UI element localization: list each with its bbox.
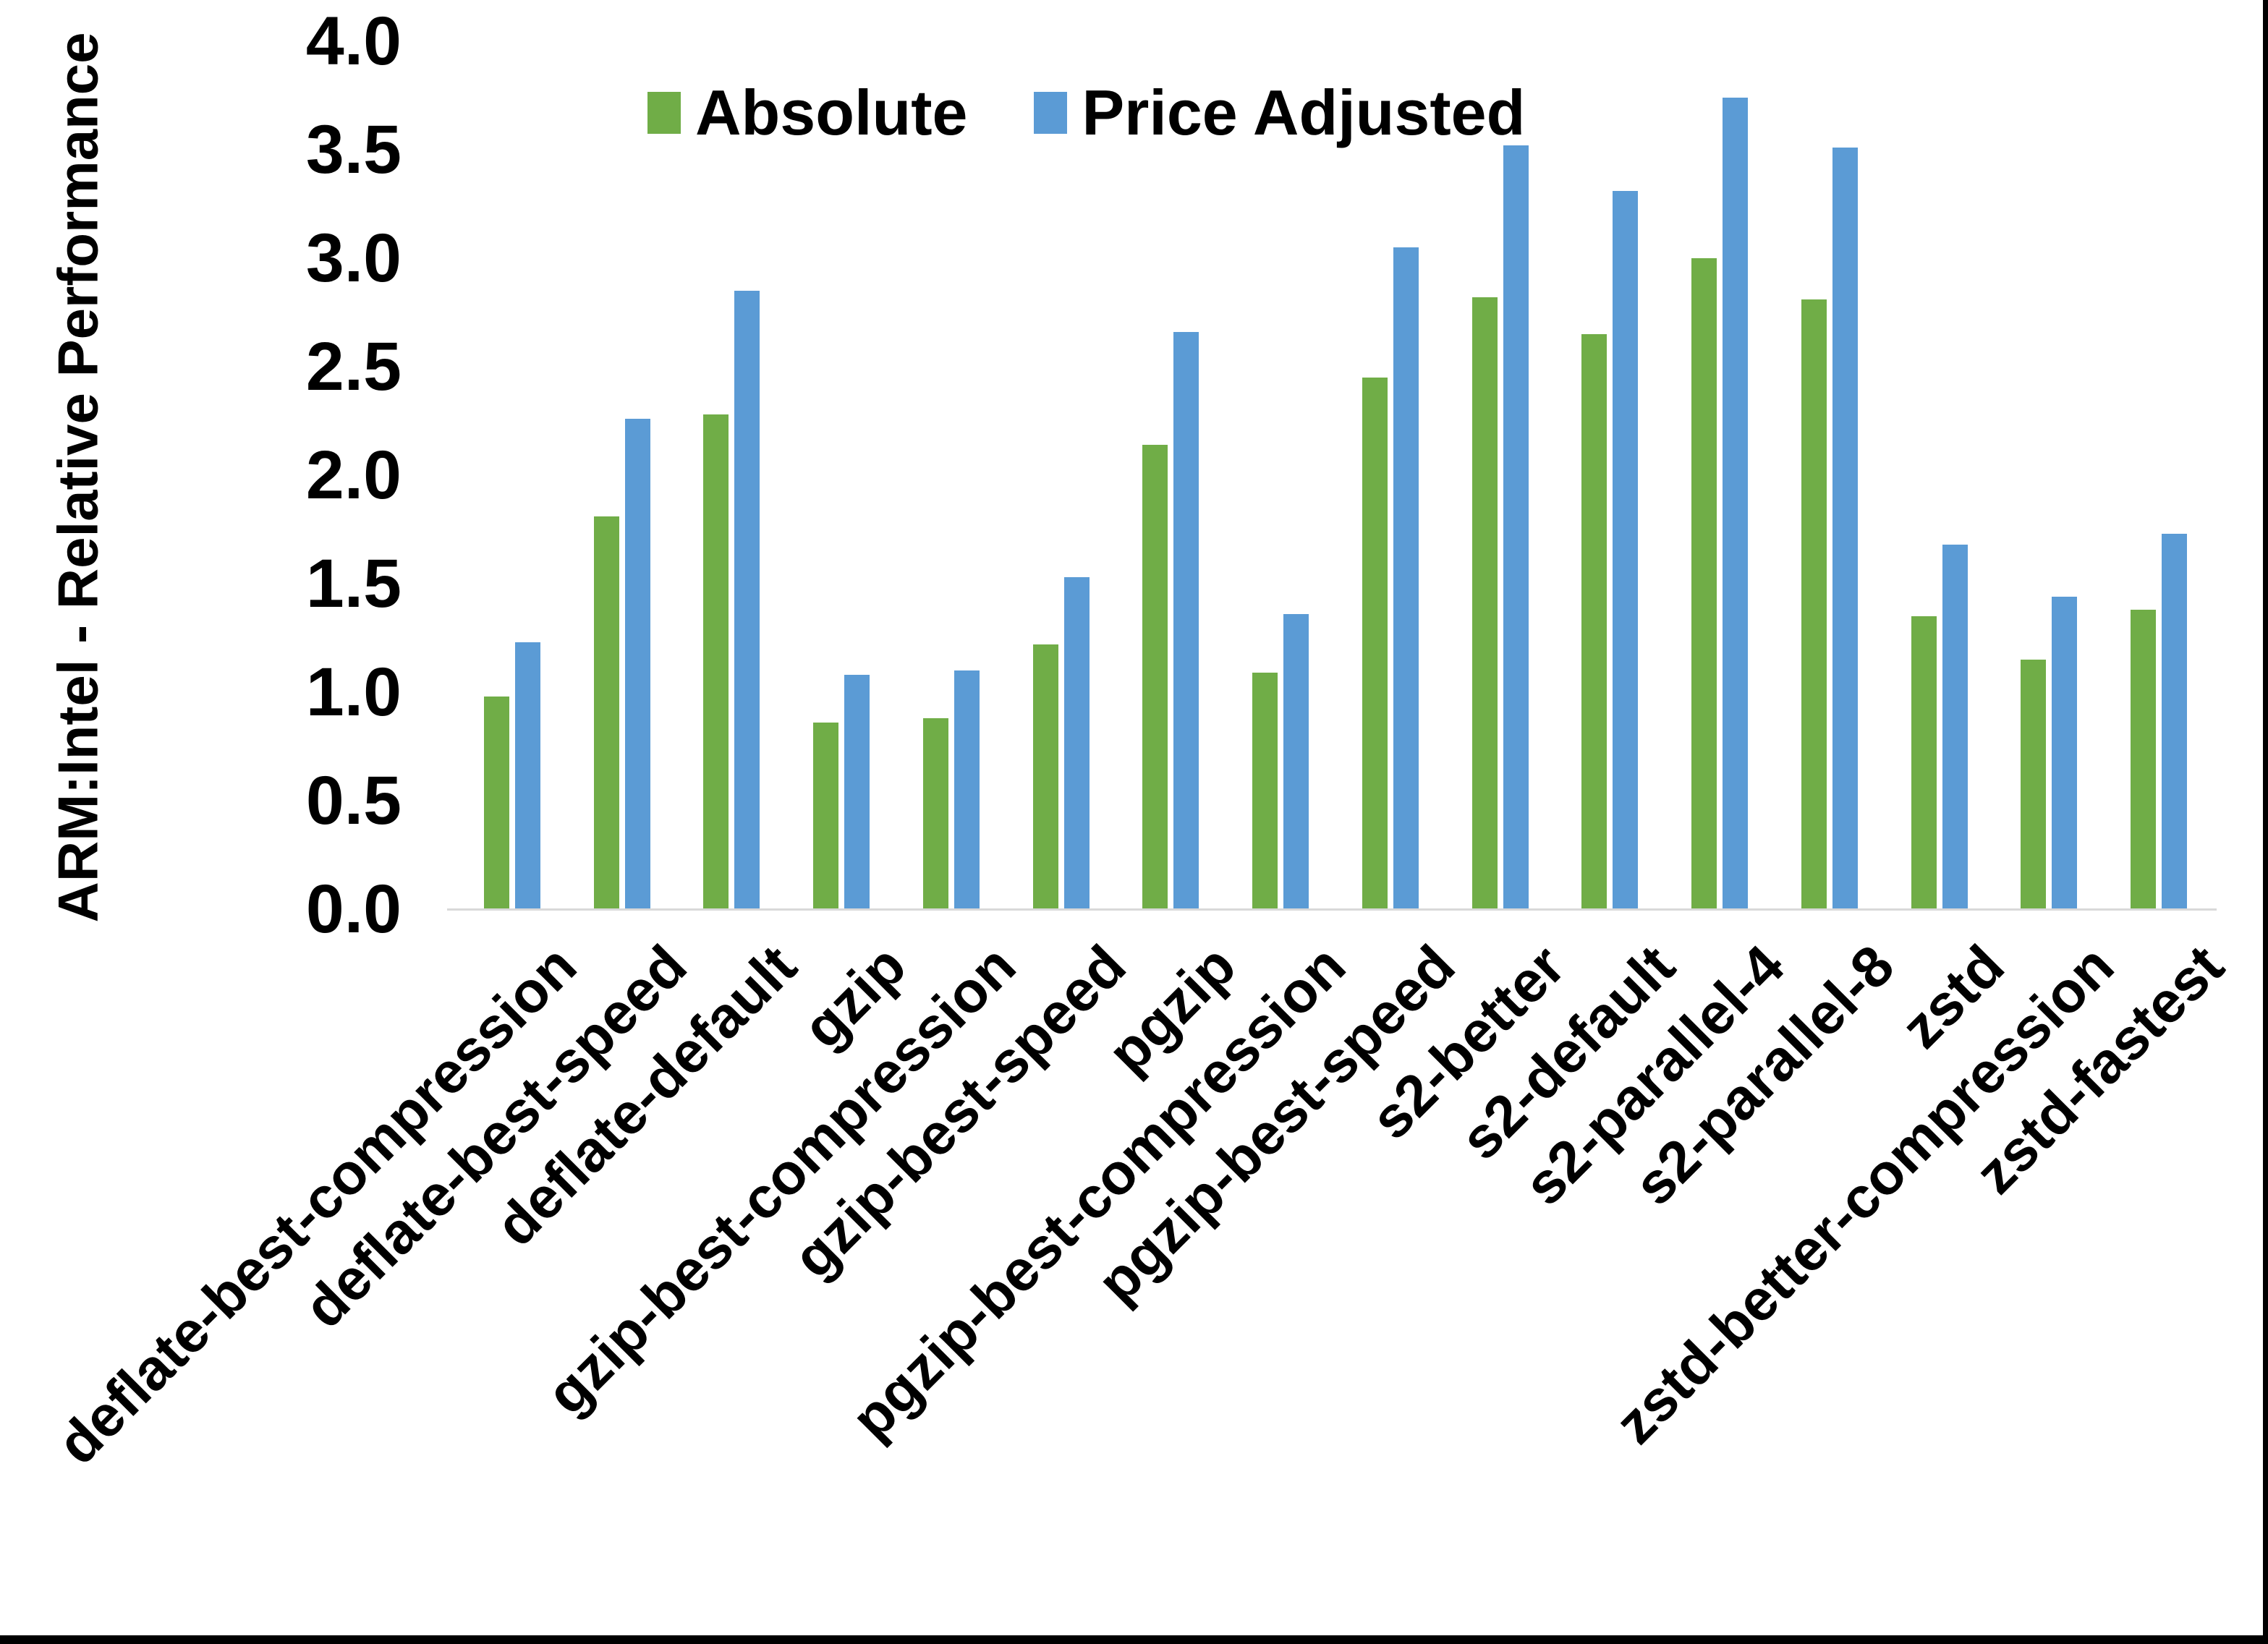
legend-item-absolute: Absolute [647, 81, 967, 145]
bar-s2-parallel-4-price-adjusted [1723, 98, 1749, 909]
bar-deflate-best-compression-absolute [483, 697, 509, 909]
bar-pgzip-absolute [1142, 445, 1168, 909]
bar-deflate-best-speed-price-adjusted [624, 419, 650, 909]
y-tick-label: 4.0 [305, 3, 402, 80]
bar-s2-default-absolute [1581, 334, 1607, 909]
bar-pgzip-best-speed-price-adjusted [1393, 247, 1419, 909]
bar-s2-parallel-8-absolute [1801, 299, 1827, 909]
bar-group-deflate-best-compression [457, 41, 567, 909]
bar-deflate-best-compression-price-adjusted [514, 642, 540, 909]
y-tick-label: 3.5 [305, 111, 402, 188]
legend-label-absolute: Absolute [695, 77, 968, 148]
bar-group-deflate-best-speed [567, 41, 677, 909]
bar-zstd-absolute [1911, 616, 1937, 909]
legend-item-price-adjusted: Price Adjusted [1034, 81, 1525, 145]
bar-gzip-best-compression-absolute [922, 718, 948, 909]
bar-group-zstd-fastest [2104, 41, 2214, 909]
bar-zstd-better-compression-price-adjusted [2052, 597, 2078, 909]
x-axis-line [447, 908, 2217, 911]
y-tick-label: 1.5 [305, 545, 402, 622]
bar-s2-parallel-8-price-adjusted [1832, 148, 1858, 909]
bar-group-deflate-default [677, 41, 787, 909]
y-tick-label: 3.0 [305, 220, 402, 297]
bar-gzip-price-adjusted [844, 675, 870, 909]
bar-deflate-default-absolute [703, 414, 729, 909]
bar-group-s2-parallel-8 [1775, 41, 1885, 909]
bar-zstd-fastest-absolute [2131, 610, 2157, 909]
bar-group-s2-parallel-4 [1665, 41, 1775, 909]
bar-group-pgzip [1116, 41, 1226, 909]
bar-pgzip-best-compression-absolute [1252, 673, 1278, 909]
legend: Absolute Price Adjusted [647, 81, 1525, 145]
y-tick-label: 0.5 [305, 762, 402, 839]
bar-gzip-best-speed-price-adjusted [1063, 577, 1090, 909]
y-tick-label: 0.0 [305, 871, 402, 947]
bar-group-s2-default [1555, 41, 1665, 909]
bar-pgzip-best-compression-price-adjusted [1283, 614, 1309, 909]
bar-s2-default-price-adjusted [1613, 191, 1639, 909]
bar-group-pgzip-best-compression [1226, 41, 1335, 909]
y-tick-label: 1.0 [305, 654, 402, 731]
bar-gzip-best-compression-price-adjusted [954, 670, 980, 909]
bar-group-zstd [1885, 41, 1995, 909]
bar-pgzip-best-speed-absolute [1362, 378, 1388, 909]
legend-swatch-absolute-icon [647, 92, 681, 134]
y-tick-label: 2.0 [305, 437, 402, 514]
bar-deflate-default-price-adjusted [734, 291, 760, 909]
bar-s2-better-price-adjusted [1503, 145, 1529, 909]
bar-group-gzip [786, 41, 896, 909]
page-edge-bottom [0, 1635, 2268, 1644]
legend-swatch-price-adjusted-icon [1034, 92, 1068, 134]
bar-deflate-best-speed-absolute [593, 516, 619, 909]
bar-group-zstd-better-compression [1995, 41, 2105, 909]
page-edge-right [2263, 0, 2268, 1644]
bar-zstd-price-adjusted [1942, 545, 1968, 909]
bar-group-s2-better [1445, 41, 1555, 909]
bar-gzip-best-speed-absolute [1032, 644, 1058, 909]
bar-zstd-fastest-price-adjusted [2162, 534, 2188, 909]
bar-pgzip-price-adjusted [1173, 332, 1199, 909]
y-tick-label: 2.5 [305, 328, 402, 405]
bar-group-gzip-best-compression [896, 41, 1006, 909]
bar-gzip-absolute [813, 723, 839, 909]
plot-area [457, 41, 2214, 909]
bar-group-gzip-best-speed [1006, 41, 1116, 909]
bar-s2-better-absolute [1471, 297, 1498, 909]
bar-zstd-better-compression-absolute [2021, 660, 2047, 909]
legend-label-price-adjusted: Price Adjusted [1082, 77, 1526, 148]
bar-s2-parallel-4-absolute [1691, 258, 1717, 909]
bar-group-pgzip-best-speed [1335, 41, 1445, 909]
